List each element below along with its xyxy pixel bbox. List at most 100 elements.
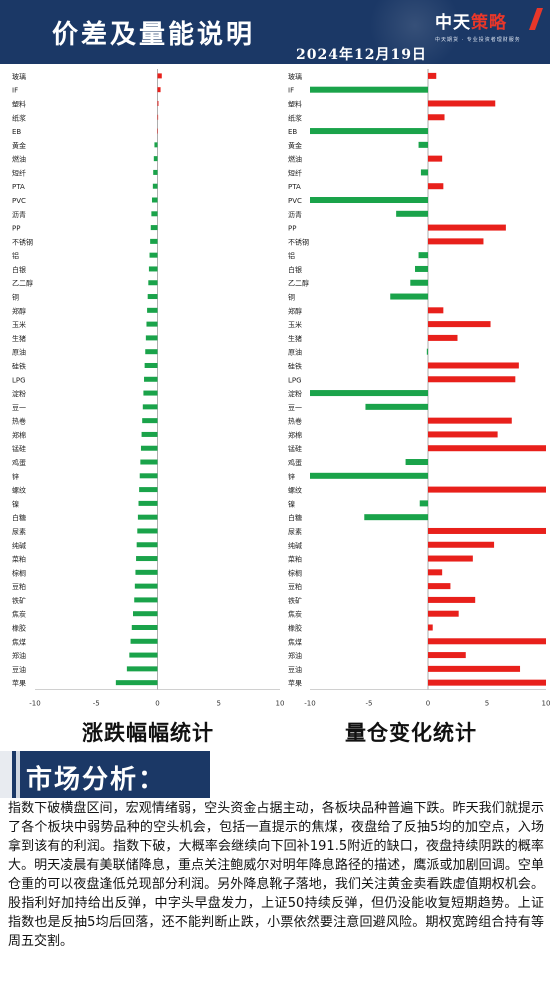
category-label: 不锈钢 — [12, 237, 33, 246]
bar — [139, 473, 158, 479]
category-label: 铜 — [288, 293, 295, 302]
bar — [428, 238, 484, 245]
bar — [151, 211, 158, 217]
bar — [133, 611, 158, 617]
bar — [428, 72, 437, 79]
category-label: 鸡蛋 — [12, 458, 26, 467]
bar — [428, 596, 476, 603]
category-label: 焦炭 — [12, 610, 26, 619]
bar — [134, 583, 158, 589]
bar — [139, 487, 158, 493]
bar — [141, 431, 158, 437]
bar — [428, 155, 443, 162]
category-label: 淀粉 — [12, 389, 26, 398]
category-label: 锌 — [12, 472, 19, 481]
category-label: 焦煤 — [12, 637, 26, 646]
category-label: IF — [12, 87, 18, 95]
bar — [428, 583, 451, 590]
bar — [428, 652, 466, 659]
bar — [138, 500, 158, 506]
bar — [152, 183, 158, 189]
bar — [428, 679, 546, 686]
category-label: 纸浆 — [288, 113, 302, 122]
bar — [428, 486, 546, 493]
category-label: 沥青 — [288, 210, 302, 219]
category-label: 锌 — [288, 472, 295, 481]
category-label: 燃油 — [12, 155, 26, 164]
bar — [126, 666, 158, 672]
chart-caption-left: 涨跌幅幅统计 — [82, 720, 214, 745]
x-tick-label: -10 — [29, 700, 40, 708]
bar — [134, 597, 158, 603]
category-label: 橡胶 — [288, 623, 302, 632]
category-label: 黄金 — [288, 141, 302, 150]
category-label: 郑棉 — [288, 430, 302, 439]
category-label: PTA — [12, 183, 25, 191]
bar — [130, 638, 158, 644]
category-label: 乙二醇 — [12, 279, 33, 288]
bar — [142, 404, 158, 410]
banner-stripe-thin — [16, 751, 20, 798]
bar — [428, 445, 546, 452]
bar — [428, 376, 516, 383]
bar — [310, 390, 428, 397]
category-label: 铝 — [12, 251, 19, 260]
category-label: 沥青 — [12, 210, 26, 219]
bar — [157, 73, 162, 79]
bar — [428, 183, 444, 190]
bar — [136, 556, 158, 562]
bar — [153, 169, 158, 175]
bar — [148, 266, 158, 272]
category-label: 原油 — [12, 348, 26, 357]
category-label: 郑醇 — [288, 306, 302, 315]
bar — [157, 128, 158, 134]
logo-subtitle: 中天期货 · 专业投资者理财服务 — [435, 37, 521, 43]
bar — [310, 128, 428, 135]
bar — [131, 624, 158, 630]
bar — [420, 169, 428, 176]
bar — [396, 210, 428, 217]
category-label: 不锈钢 — [288, 237, 309, 246]
bar — [148, 280, 158, 286]
category-label: 橡胶 — [12, 623, 26, 632]
bar — [136, 542, 158, 548]
x-tick-label: -5 — [93, 700, 100, 708]
bar — [150, 238, 158, 244]
category-label: PVC — [288, 197, 302, 205]
category-label: 塑料 — [288, 99, 302, 108]
category-label: 焦炭 — [288, 610, 302, 619]
logo-text-part1: 中天 — [435, 13, 471, 33]
bar — [115, 680, 158, 686]
x-tick-label: 0 — [155, 700, 159, 708]
category-label: 豆粕 — [12, 582, 26, 591]
bar — [418, 141, 428, 148]
category-label: 锰硅 — [12, 444, 26, 453]
category-label: 热卷 — [12, 417, 26, 426]
category-label: PP — [12, 225, 20, 233]
category-label: 硅铁 — [288, 361, 302, 370]
category-label: 乙二醇 — [288, 279, 309, 288]
category-label: 黄金 — [12, 141, 26, 150]
category-label: 白银 — [12, 265, 26, 274]
bar — [310, 197, 428, 204]
brand-logo: 中天策略 中天期货 · 专业投资者理财服务 — [435, 8, 545, 52]
bar — [405, 459, 428, 466]
logo-text-part2: 策略 — [471, 13, 507, 33]
category-label: 燃油 — [288, 155, 302, 164]
category-label: 菜粕 — [12, 555, 26, 564]
bar — [157, 87, 161, 93]
bar — [146, 321, 158, 327]
bar — [151, 197, 158, 203]
bar — [418, 252, 428, 259]
category-label: 白银 — [288, 265, 302, 274]
bar — [428, 431, 498, 438]
category-label: PP — [288, 225, 296, 233]
bar — [129, 652, 158, 658]
bar — [154, 142, 158, 148]
category-label: 螺纹 — [12, 486, 26, 495]
bar — [365, 403, 428, 410]
bar — [428, 527, 546, 534]
category-label: 豆油 — [288, 665, 302, 674]
